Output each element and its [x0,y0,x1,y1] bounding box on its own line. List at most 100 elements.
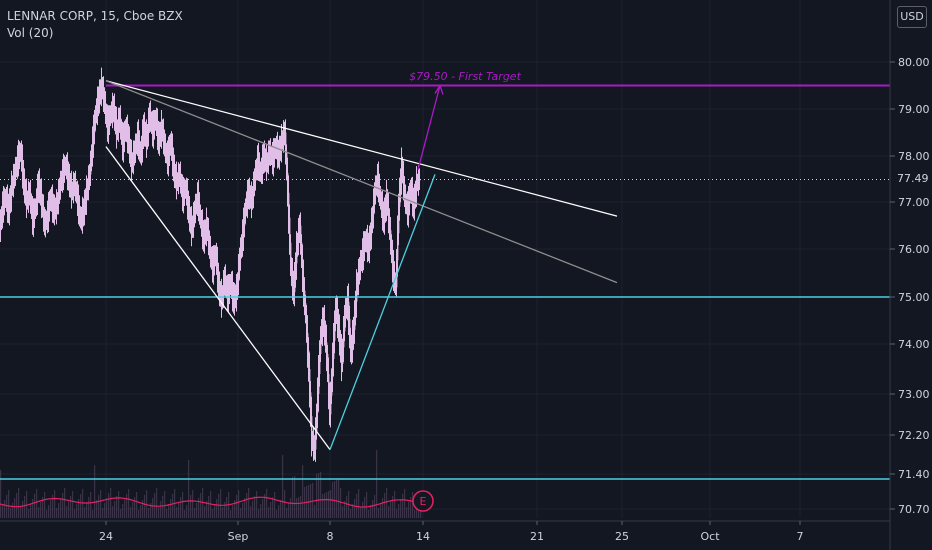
candle-body [39,183,41,190]
volume-bar [74,509,76,518]
volume-bar [330,490,332,518]
volume-bar [104,503,106,518]
volume-bar [40,502,42,518]
candle-body [175,174,177,179]
candle-body [212,261,214,269]
candle-body [183,194,185,198]
current-price-label: 77.49 [891,169,932,187]
currency-button[interactable]: USD [897,6,927,28]
target-annotation[interactable]: $79.50 - First Target [409,70,521,83]
candle-body [89,174,91,181]
candle-body [253,186,255,195]
volume-bar [276,510,278,518]
candle-body [243,225,245,235]
price-levels [0,84,890,480]
candle-body [148,123,150,133]
candle-body [294,277,296,293]
candle-body [373,203,375,215]
candle-body [318,374,320,394]
candle-body [17,160,19,166]
symbol-title[interactable]: LENNAR CORP, 15, Cboe BZX [7,9,183,23]
volume-bar [410,497,412,518]
volume-bar [214,504,216,518]
candle-body [128,137,130,142]
candle-body [88,180,90,187]
candle-body [327,354,329,374]
volume-bar [350,509,352,518]
volume-bar [56,508,58,518]
candle-body [122,137,124,147]
candle-body [232,289,234,296]
volume-bars [0,450,422,518]
volume-bar [194,508,196,518]
volume-bar [26,491,28,518]
candle-body [12,183,14,189]
candle-body [295,263,297,278]
candle-body [368,245,370,249]
volume-bar [182,492,184,518]
candle-body [291,268,293,277]
candle-body [67,169,69,175]
candle-body [166,151,168,156]
candle-body [169,148,171,155]
candle-body [86,192,88,199]
candle-body [257,160,259,167]
price-candles [0,67,421,462]
candle-body [413,200,415,207]
volume-bar [122,504,124,518]
volume-bar [374,495,376,518]
candle-body [225,277,227,285]
candle-body [412,194,414,201]
candle-body [284,132,286,136]
candle-body [77,195,79,202]
candle-body [163,134,165,141]
earnings-marker[interactable]: E [412,490,434,512]
candle-body [95,113,97,124]
candle-body [252,194,254,202]
candle-body [255,172,257,179]
candle-body [254,179,256,187]
candle-body [309,369,311,393]
volume-bar [254,496,256,518]
candle-body [339,329,341,341]
candle-body [311,416,313,440]
candle-body [149,113,151,124]
trend-drawings[interactable] [105,80,618,451]
candle-body [30,192,32,202]
volume-bar [238,490,240,518]
candle-body [282,138,284,142]
volume-indicator-label[interactable]: Vol (20) [7,26,54,40]
candle-body [24,183,26,190]
volume-bar [146,490,148,518]
volume-bar [394,491,396,518]
candle-body [160,132,162,138]
candle-body [354,315,356,330]
volume-bar [46,510,48,518]
candle-body [334,323,336,341]
candle-body [386,197,388,206]
candle-body [359,268,361,275]
candle-body [40,189,42,196]
candle-body [271,154,273,158]
candle-body [155,118,157,124]
volume-bar [372,500,374,518]
candle-body [161,127,163,133]
candle-body [281,141,283,147]
candle-body [292,276,294,285]
candle-body [407,206,409,212]
volume-bar [264,494,266,518]
candle-body [333,340,335,359]
candle-body [203,233,205,240]
candle-body [397,233,399,261]
volume-bar [196,503,198,518]
candle-body [76,189,78,196]
candle-body [159,137,161,142]
candle-body [136,141,138,147]
candle-body [256,166,258,173]
candle-body [324,320,326,332]
chart-header: LENNAR CORP, 15, Cboe BZX Vol (20) [7,8,183,42]
volume-bar [50,500,52,518]
candle-body [153,127,155,133]
volume-bar [274,492,276,518]
